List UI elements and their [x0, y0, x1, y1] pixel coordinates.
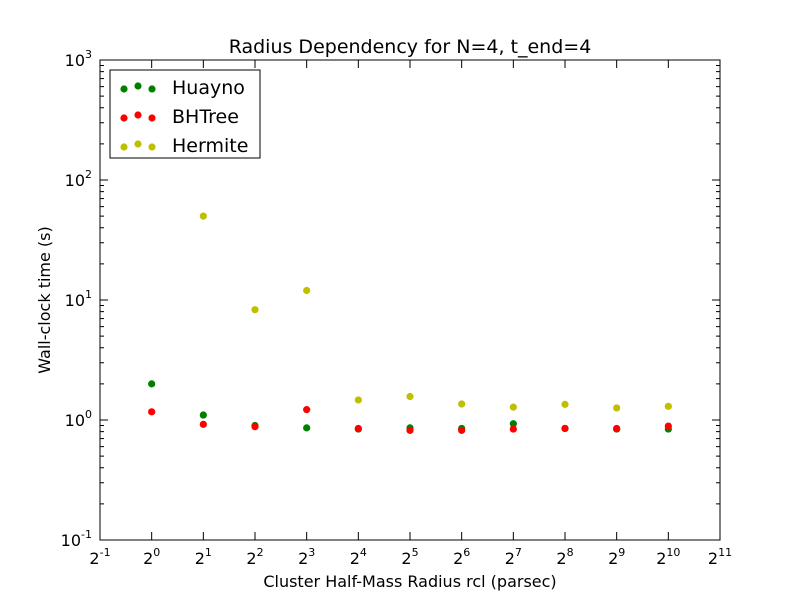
point-bhtree [148, 408, 156, 416]
point-bhtree [509, 425, 517, 433]
legend-marker-huayno [120, 85, 128, 93]
point-hermite [303, 286, 311, 295]
point-bhtree [251, 423, 259, 431]
x-tick-label: 26 [453, 546, 470, 568]
legend-label-huayno: Huayno [172, 77, 245, 99]
legend-marker-hermite [120, 143, 128, 151]
y-tick-label: 102 [65, 168, 92, 190]
legend-marker-bhtree [134, 111, 142, 119]
y-tick-label: 101 [65, 288, 92, 310]
x-tick-label: 22 [246, 546, 263, 568]
chart-title: Radius Dependency for N=4, t_end=4 [229, 36, 592, 58]
y-tick-label: 100 [65, 408, 92, 430]
x-tick-label: 29 [608, 546, 625, 568]
x-tick-label: 27 [505, 546, 522, 568]
x-tick-label: 2-1 [89, 546, 110, 568]
point-hermite [199, 212, 207, 220]
point-hermite [664, 402, 672, 410]
point-hermite [406, 392, 414, 401]
point-huayno [148, 380, 156, 388]
point-huayno [509, 420, 517, 428]
legend-marker-bhtree [120, 114, 128, 122]
point-bhtree [664, 422, 672, 430]
y-tick-label: 103 [65, 48, 92, 70]
legend-marker-hermite [148, 143, 156, 151]
point-bhtree [354, 424, 362, 433]
x-tick-label: 23 [298, 546, 315, 568]
x-tick-label: 210 [656, 546, 680, 568]
legend-marker-huayno [134, 82, 142, 90]
axis-ticks: 2-1 20 21 22 23 24 25 26 27 28 29 210 211 10-1 100 101 1… [61, 48, 732, 568]
legend-label-hermite: Hermite [172, 135, 248, 157]
point-bhtree [561, 424, 569, 433]
legend-marker-huayno [148, 85, 156, 93]
legend-label-bhtree: BHTree [172, 106, 239, 128]
point-hermite [509, 403, 517, 411]
x-tick-label: 21 [195, 546, 212, 568]
point-bhtree [199, 420, 207, 428]
x-axis-label: Cluster Half-Mass Radius rcl (parsec) [263, 572, 556, 591]
legend-marker-hermite [134, 140, 142, 148]
x-tick-label: 24 [350, 546, 367, 568]
point-bhtree [458, 426, 466, 434]
x-tick-label: 20 [143, 546, 160, 568]
y-axis-label: Wall-clock time (s) [35, 226, 54, 374]
point-bhtree [303, 406, 311, 414]
data-marks [148, 212, 672, 434]
y-tick-label: 10-1 [61, 528, 92, 550]
point-bhtree [613, 424, 621, 433]
legend: Huayno BHTree Hermite [109, 69, 261, 159]
point-hermite [561, 400, 569, 408]
legend-marker-bhtree [148, 114, 156, 122]
point-huayno [199, 411, 207, 419]
point-bhtree [406, 426, 414, 434]
x-tick-label: 28 [556, 546, 573, 568]
point-hermite [458, 400, 466, 408]
point-hermite [613, 404, 621, 412]
point-hermite [354, 396, 362, 404]
point-hermite [251, 306, 259, 314]
point-huayno [303, 424, 311, 432]
x-tick-label: 25 [401, 546, 418, 568]
x-tick-label: 211 [708, 546, 732, 568]
